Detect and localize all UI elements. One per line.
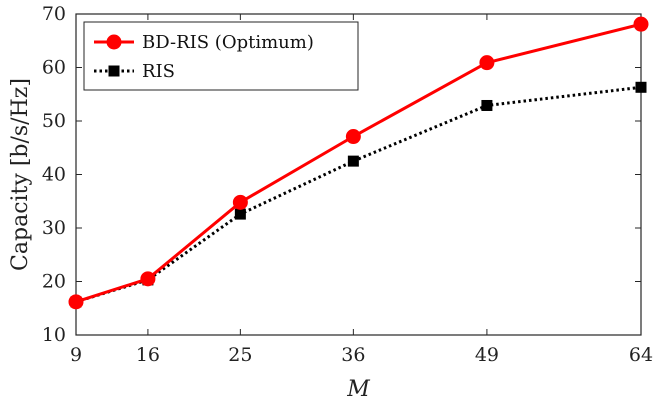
data-point <box>479 55 495 71</box>
data-point <box>635 81 647 93</box>
data-point <box>345 129 361 145</box>
x-tick-label: 36 <box>341 344 365 366</box>
data-point <box>140 271 156 287</box>
data-point <box>633 16 649 32</box>
y-tick-label: 40 <box>42 164 66 186</box>
data-point <box>68 294 84 310</box>
x-tick-label: 9 <box>70 344 82 366</box>
legend-label: BD-RIS (Optimum) <box>142 32 314 53</box>
y-tick-label: 20 <box>42 271 66 293</box>
legend-box <box>83 21 359 91</box>
y-tick-label: 70 <box>42 3 66 25</box>
y-tick-label: 10 <box>42 324 66 346</box>
series-line <box>75 22 642 304</box>
data-point <box>481 99 493 111</box>
legend-marker <box>106 34 122 50</box>
legend: BD-RIS (Optimum) RIS <box>83 21 359 91</box>
data-point <box>232 194 248 210</box>
x-tick-label: 49 <box>475 344 499 366</box>
x-tick-label: 64 <box>629 344 653 366</box>
y-axis-label: Capacity [b/s/Hz] <box>8 78 33 271</box>
legend-label: RIS <box>142 61 175 82</box>
x-tick-label: 16 <box>136 344 160 366</box>
y-tick-label: 50 <box>42 110 66 132</box>
legend-marker <box>108 65 120 77</box>
x-axis-label: M <box>346 377 370 402</box>
y-tick-label: 60 <box>42 57 66 79</box>
x-tick-label: 25 <box>228 344 252 366</box>
y-tick-label: 30 <box>42 217 66 239</box>
data-point <box>234 208 246 220</box>
data-point <box>347 155 359 167</box>
